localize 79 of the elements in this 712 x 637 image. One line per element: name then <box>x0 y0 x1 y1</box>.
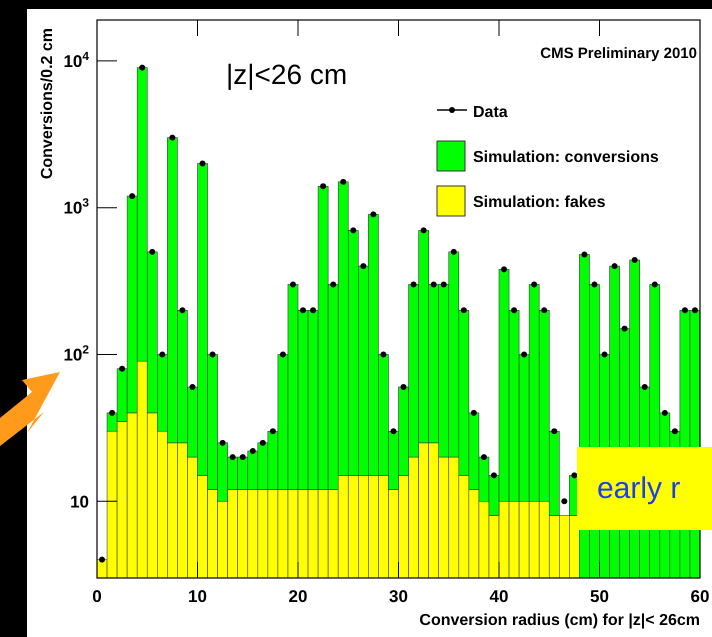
x-tick-label: 0 <box>92 587 102 606</box>
point <box>240 454 246 460</box>
point <box>692 307 698 314</box>
x-tick-label: 50 <box>590 587 609 606</box>
legend-label: Simulation: fakes <box>473 194 606 211</box>
point <box>250 448 256 454</box>
y-tick-label: 10$^{3}$ <box>63 196 90 218</box>
point <box>159 351 166 358</box>
legend-label: Simulation: conversions <box>473 149 659 166</box>
point <box>360 263 366 270</box>
point <box>450 248 457 255</box>
point <box>189 384 196 390</box>
x-tick-label: 60 <box>690 587 710 606</box>
point <box>501 266 508 272</box>
point <box>139 64 146 71</box>
point <box>652 281 658 288</box>
point <box>210 351 216 358</box>
point <box>480 454 487 460</box>
point <box>340 178 346 185</box>
point <box>642 384 648 390</box>
point <box>551 428 558 434</box>
x-tick-label: 40 <box>490 587 508 606</box>
annotation: CMS Preliminary 2010 <box>540 45 697 62</box>
point <box>531 281 538 288</box>
point <box>230 454 236 460</box>
point <box>612 263 618 270</box>
point <box>220 440 226 446</box>
point <box>119 366 126 372</box>
point <box>511 307 518 314</box>
point <box>330 281 336 288</box>
point <box>632 257 638 264</box>
point <box>370 211 376 218</box>
point <box>521 351 528 358</box>
point <box>300 307 306 314</box>
point <box>672 428 678 434</box>
point <box>109 410 116 416</box>
point <box>400 384 407 390</box>
y-tick-label: 10$^{4}$ <box>63 48 90 71</box>
point <box>420 227 427 234</box>
point <box>200 160 206 167</box>
point <box>622 326 628 332</box>
point <box>149 248 156 255</box>
x-tick-label: 20 <box>288 587 308 606</box>
y-axis-title: Conversions/0.2 cm <box>39 28 56 180</box>
annotation: early r <box>597 472 680 505</box>
x-tick-label: 30 <box>389 587 408 606</box>
point <box>410 281 417 288</box>
legend-label: Data <box>473 104 508 121</box>
point <box>440 281 447 288</box>
point <box>390 428 396 434</box>
point <box>320 183 326 190</box>
annotation: |z|<26 cm <box>226 59 348 90</box>
point <box>460 307 467 314</box>
point <box>470 410 477 416</box>
point <box>179 307 186 314</box>
point <box>350 227 356 234</box>
point <box>571 472 578 478</box>
point <box>581 251 588 258</box>
y-tick-label: 10 <box>70 492 89 512</box>
point <box>310 307 316 314</box>
point <box>490 472 497 478</box>
point <box>290 281 296 288</box>
point <box>430 281 437 288</box>
point <box>662 410 668 416</box>
point <box>380 351 386 358</box>
point <box>541 307 548 314</box>
point <box>682 307 688 314</box>
point <box>169 134 176 141</box>
x-axis-title: Conversion radius (cm) for |z|< 26cm <box>419 612 700 629</box>
point <box>260 440 266 446</box>
y-tick-label: 10$^{2}$ <box>63 342 90 364</box>
x-tick-label: 10 <box>188 587 207 606</box>
point <box>270 428 276 434</box>
point <box>591 281 598 288</box>
point <box>602 351 608 358</box>
point <box>280 351 286 358</box>
point <box>99 556 106 563</box>
point <box>561 498 568 504</box>
point <box>129 193 136 200</box>
